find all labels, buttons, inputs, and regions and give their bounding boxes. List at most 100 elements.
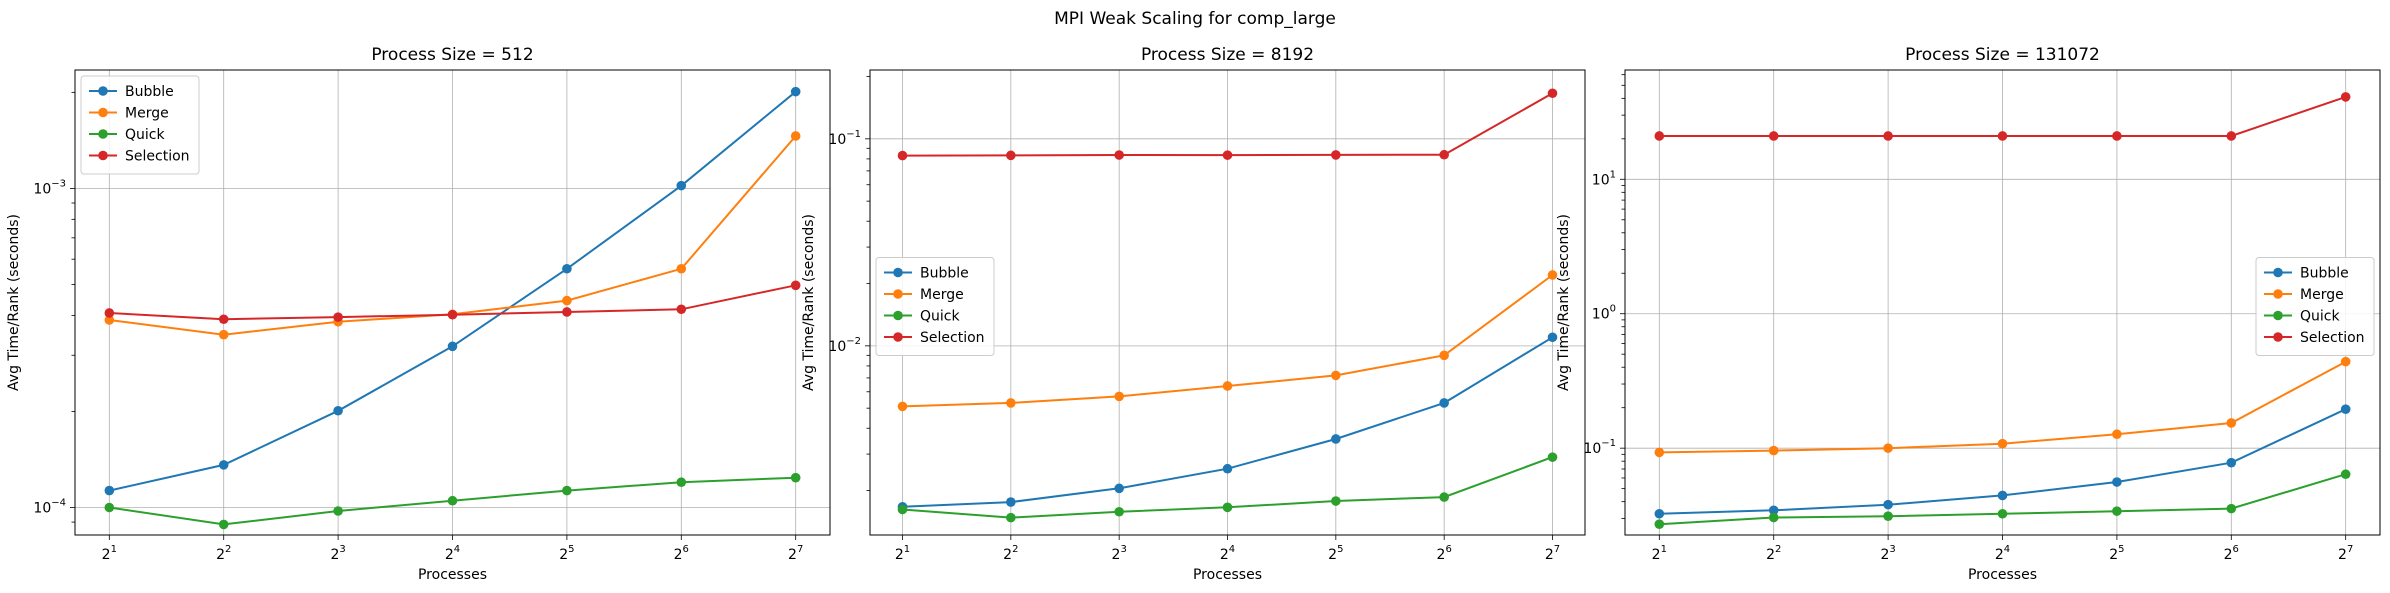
legend-marker — [2273, 332, 2283, 342]
data-point — [2226, 457, 2237, 468]
x-tick-label-base: 2 — [445, 547, 454, 563]
y-tick-label-exp: −2 — [846, 336, 861, 347]
x-tick-label-exp: 3 — [1120, 544, 1126, 555]
x-tick-label-base: 2 — [102, 547, 111, 563]
legend-entry: Selection — [125, 149, 190, 165]
data-point — [1439, 398, 1449, 408]
x-tick-label: 21 — [895, 544, 910, 563]
data-point — [790, 131, 801, 141]
x-tick-label: 21 — [1652, 544, 1667, 563]
data-point — [562, 307, 572, 317]
legend-box — [875, 257, 995, 356]
data-point — [104, 502, 115, 513]
data-point — [1439, 149, 1449, 160]
data-point — [1547, 452, 1558, 462]
y-tick-label-exp: −1 — [1601, 438, 1616, 449]
data-point — [447, 309, 458, 320]
series-selection — [1654, 92, 2351, 141]
data-point — [2340, 404, 2351, 414]
data-point — [1222, 463, 1233, 474]
legend-marker — [893, 310, 903, 321]
y-axis-label: Avg Time/Rank (seconds) — [1556, 214, 1572, 391]
data-point — [1331, 496, 1341, 506]
legend-entry: Selection — [2300, 330, 2365, 346]
data-point — [218, 314, 229, 325]
data-point — [2226, 418, 2237, 428]
x-tick-label-exp: 4 — [454, 544, 460, 555]
data-point — [2340, 92, 2351, 102]
data-point — [1768, 512, 1779, 523]
x-tick-label-exp: 6 — [2233, 544, 2239, 555]
y-tick-label-base: 10 — [828, 132, 846, 148]
x-axis-label: Processes — [1968, 567, 2037, 583]
data-point — [1654, 508, 1665, 519]
data-point — [1006, 150, 1016, 161]
data-point — [676, 180, 687, 191]
x-tick-label: 22 — [216, 544, 231, 563]
data-point — [104, 315, 115, 325]
x-tick-label: 22 — [1766, 544, 1781, 563]
legend-entry: Quick — [920, 309, 960, 325]
x-tick-label: 26 — [2224, 544, 2239, 563]
data-point — [676, 263, 687, 274]
data-point — [1222, 381, 1233, 391]
data-point — [218, 460, 229, 470]
chart-title: Process Size = 8192 — [1141, 45, 1314, 65]
data-point — [2112, 477, 2122, 487]
axes-frame — [74, 69, 831, 536]
series-bubble — [104, 86, 801, 496]
x-tick-label: 22 — [1003, 544, 1018, 563]
x-tick-label: 25 — [559, 544, 574, 563]
x-tick-label-exp: 3 — [339, 544, 345, 555]
legend-marker — [98, 107, 108, 118]
data-point — [676, 477, 687, 488]
data-point — [2340, 356, 2351, 367]
x-tick-label-exp: 7 — [1554, 544, 1560, 555]
data-point — [1114, 483, 1124, 494]
x-tick-label-base: 2 — [2109, 547, 2118, 563]
data-point — [897, 150, 908, 161]
legend-marker — [98, 150, 108, 161]
x-tick-label: 27 — [788, 544, 803, 563]
data-point — [1768, 445, 1779, 456]
x-tick-label: 25 — [2109, 544, 2124, 563]
x-tick-label-exp: 2 — [225, 544, 231, 555]
data-point — [2112, 429, 2122, 440]
x-tick-label-base: 2 — [2224, 547, 2233, 563]
x-tick-label-exp: 1 — [1661, 544, 1667, 555]
data-point — [790, 280, 801, 291]
data-point — [218, 519, 229, 530]
data-point — [1547, 332, 1558, 343]
x-tick-label-base: 2 — [1766, 547, 1775, 563]
data-point — [333, 506, 343, 516]
data-point — [2226, 503, 2237, 514]
series-selection — [104, 280, 801, 325]
y-tick-label: 10−1 — [1583, 438, 1616, 457]
series-quick — [1654, 469, 2351, 529]
x-tick-label-base: 2 — [1545, 547, 1554, 563]
x-tick-label-base: 2 — [1220, 547, 1229, 563]
x-tick-label-exp: 7 — [797, 544, 803, 555]
legend-marker — [893, 332, 903, 342]
axes-frame — [869, 69, 1586, 536]
data-point — [1439, 492, 1449, 502]
y-tick-label: 101 — [1592, 169, 1616, 188]
y-tick-label-exp: 0 — [1610, 304, 1616, 315]
series-selection — [897, 88, 1558, 161]
data-point — [1222, 150, 1233, 160]
series-merge — [897, 270, 1558, 412]
data-point — [1114, 506, 1124, 517]
legend-entry: Merge — [125, 106, 169, 122]
legend-entry: Quick — [125, 127, 165, 143]
data-point — [1997, 490, 2008, 501]
legend-marker — [893, 267, 903, 278]
x-tick-label-base: 2 — [559, 547, 568, 563]
data-point — [1768, 131, 1779, 141]
legend-marker — [2273, 310, 2283, 321]
data-point — [1439, 350, 1449, 361]
data-point — [562, 295, 572, 306]
data-point — [2226, 131, 2237, 141]
data-point — [1997, 131, 2008, 141]
legend-marker — [2273, 289, 2283, 299]
figure-suptitle: MPI Weak Scaling for comp_large — [1054, 9, 1336, 29]
